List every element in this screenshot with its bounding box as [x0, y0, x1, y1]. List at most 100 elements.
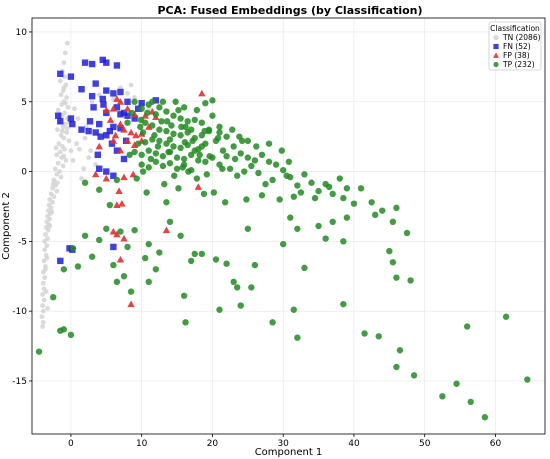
data-points — [35, 40, 531, 421]
point-tn — [55, 160, 61, 166]
point-tp — [251, 261, 259, 269]
point-tp — [152, 266, 160, 273]
legend-marker-fn — [493, 43, 499, 50]
point-tp — [350, 200, 358, 207]
point-tn — [45, 227, 51, 233]
point-tp — [255, 169, 262, 177]
point-tp — [106, 201, 114, 209]
point-tp — [393, 204, 400, 212]
point-fp — [106, 116, 115, 123]
point-tn — [128, 82, 134, 88]
point-fp — [118, 199, 126, 207]
point-tp — [158, 118, 165, 125]
point-fn — [57, 257, 64, 265]
point-tp — [151, 132, 158, 139]
point-tp — [393, 274, 400, 281]
point-tp — [145, 240, 152, 248]
point-tp — [159, 162, 167, 170]
point-fp — [120, 234, 128, 242]
point-tn — [125, 90, 130, 96]
point-tp — [311, 194, 319, 202]
point-tp — [248, 162, 255, 170]
point-tp — [221, 199, 229, 206]
x-tick-label: 30 — [277, 439, 289, 449]
point-fn — [120, 109, 128, 117]
point-tp — [128, 109, 135, 117]
legend-marker-tn — [493, 34, 499, 41]
point-tp — [137, 116, 145, 124]
point-fn — [99, 56, 106, 64]
point-tp — [156, 137, 163, 145]
point-fn — [67, 115, 75, 122]
point-tp — [407, 277, 414, 284]
x-axis-label: Component 1 — [255, 447, 323, 458]
point-fp — [132, 131, 140, 139]
point-tp — [203, 171, 210, 178]
point-tp — [216, 123, 223, 131]
point-tp — [258, 151, 266, 159]
point-tn — [89, 99, 95, 105]
legend-label-tn: TN (2086) — [502, 33, 541, 42]
point-tp — [60, 326, 68, 333]
point-tp — [287, 214, 294, 221]
point-tp — [262, 180, 269, 188]
point-fp — [109, 227, 118, 235]
point-tn — [49, 209, 55, 215]
point-tp — [357, 185, 365, 192]
point-tp — [301, 264, 308, 272]
point-tn — [61, 153, 67, 159]
point-tp — [96, 186, 103, 193]
legend-marker-tp — [493, 61, 499, 68]
point-tp — [201, 127, 208, 135]
point-tp — [177, 232, 184, 239]
point-tp — [173, 154, 181, 161]
point-tp — [35, 348, 43, 355]
point-tp — [272, 161, 280, 168]
point-fn — [57, 118, 64, 125]
point-fn — [110, 90, 117, 97]
point-tp — [297, 189, 305, 196]
legend-label-fp: FP (38) — [503, 51, 530, 60]
x-tick-label: 60 — [490, 439, 502, 449]
point-fn — [110, 123, 117, 131]
point-tp — [110, 261, 117, 269]
point-tn — [50, 181, 56, 187]
point-tp — [467, 398, 474, 406]
point-tp — [184, 118, 191, 125]
point-tn — [70, 157, 76, 163]
legend-label-tp: TP (232) — [502, 60, 535, 69]
point-tp — [159, 98, 167, 105]
point-tp — [223, 153, 230, 160]
point-fn — [113, 104, 121, 111]
point-tp — [214, 134, 222, 142]
point-fn — [92, 80, 99, 87]
y-tick-label: 0 — [21, 168, 27, 178]
point-tn — [68, 148, 74, 154]
point-tn — [88, 148, 94, 154]
point-tp — [181, 139, 189, 146]
point-tn — [64, 40, 70, 46]
point-tp — [325, 183, 333, 191]
point-tp — [177, 132, 184, 139]
point-tp — [144, 109, 151, 117]
point-fn — [124, 112, 131, 119]
legend-marker-fp — [493, 52, 499, 58]
point-fp — [198, 89, 206, 97]
point-tp — [236, 133, 243, 140]
point-tp — [294, 182, 301, 189]
x-tick-label: 0 — [68, 439, 74, 449]
point-tp — [315, 187, 322, 195]
point-tp — [156, 104, 163, 111]
point-tp — [210, 189, 218, 196]
chart-title: PCA: Fused Embeddings (by Classification… — [157, 4, 422, 17]
series-tp — [35, 97, 531, 421]
point-fn — [103, 59, 110, 66]
point-tn — [40, 292, 46, 297]
point-tp — [329, 218, 336, 226]
point-tp — [152, 111, 160, 118]
point-tp — [60, 266, 68, 273]
point-fn — [88, 92, 96, 100]
point-tp — [230, 278, 237, 286]
point-tp — [163, 108, 170, 115]
